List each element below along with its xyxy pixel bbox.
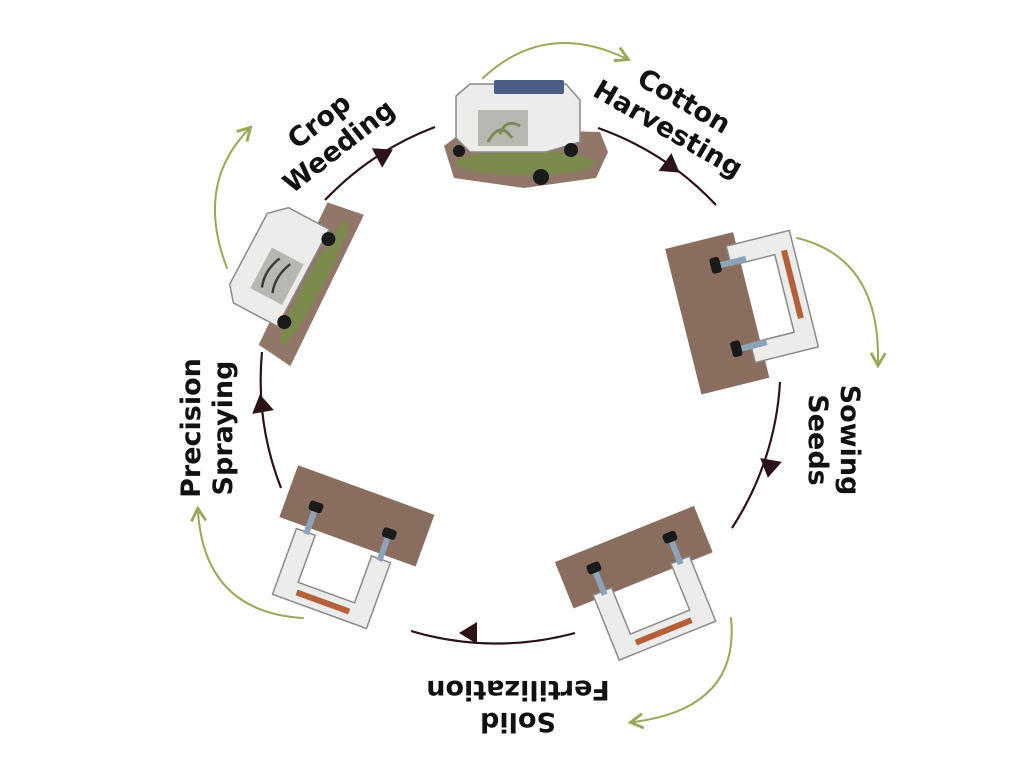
grass-patch xyxy=(455,151,595,175)
robot-arm xyxy=(738,339,768,352)
label-solid-fertilization-line2: Fertilization xyxy=(426,674,610,705)
ring-arrowheads xyxy=(252,148,782,644)
label-precision-spraying: Precision Spraying xyxy=(176,358,239,498)
cotton-plant xyxy=(486,121,521,143)
transition-arrow xyxy=(796,237,887,369)
label-crop-weeding: Crop Weeding xyxy=(277,87,401,199)
ring-arrowhead xyxy=(459,622,477,644)
robot-wheel xyxy=(662,530,678,544)
cycle-ring xyxy=(259,125,782,645)
ring-arc-harvest-to-sowing xyxy=(597,126,717,206)
frame-stripe xyxy=(295,589,351,615)
label-sowing-seeds-line1: Sowing xyxy=(834,385,865,496)
robot-arm xyxy=(303,510,318,536)
frame-stripe xyxy=(634,617,693,646)
ring-arrowhead xyxy=(760,458,782,478)
robot-wheel xyxy=(321,232,336,247)
robot-frame xyxy=(271,527,392,630)
transition-arrow xyxy=(190,505,304,619)
robot-wheel xyxy=(586,561,602,575)
frame-stripe xyxy=(781,249,804,319)
robot-frame xyxy=(725,229,820,364)
robot-wheel xyxy=(381,527,397,540)
spraying-robot-illustration xyxy=(271,465,435,630)
cotton-harvester-illustration xyxy=(444,80,608,188)
ring-arc-sowing-to-fertilization xyxy=(731,381,782,529)
sowing-robot-illustration xyxy=(665,229,820,395)
label-sowing-seeds: Sowing Seeds xyxy=(802,385,865,496)
ring-arc-spraying-to-weeding xyxy=(259,351,283,489)
transition-arrow xyxy=(627,617,733,730)
ring-arrowhead xyxy=(252,394,274,414)
solar-panel xyxy=(494,80,564,94)
weeding-robot-illustration xyxy=(228,202,364,367)
fertilization-robot-illustration xyxy=(554,505,717,662)
label-sowing-seeds-line2: Seeds xyxy=(802,394,833,485)
robot-arm xyxy=(668,540,684,566)
robot-wheel xyxy=(564,143,578,157)
ring-arrowhead xyxy=(371,148,393,168)
robot-wheel xyxy=(730,340,743,358)
robot-wheel xyxy=(277,315,292,330)
robot-arm xyxy=(718,255,747,269)
soil-strip xyxy=(665,232,770,395)
ring-arc-weeding-to-harvest xyxy=(324,125,436,201)
ring-arc-fertilization-to-spraying xyxy=(410,629,576,645)
robot-arm xyxy=(376,537,391,562)
robot-wheel xyxy=(709,256,722,274)
transition-arrow xyxy=(213,125,253,269)
grass-patch xyxy=(280,221,348,346)
transition-arrows xyxy=(190,41,887,730)
soil-strip xyxy=(279,465,435,567)
robot-opening xyxy=(250,247,304,306)
transition-arrow xyxy=(482,41,631,79)
label-solid-fertilization-line1: Solid xyxy=(480,706,556,737)
robot-wheel xyxy=(453,145,465,157)
label-solid-fertilization: Solid Fertilization xyxy=(426,674,610,737)
robot-frame xyxy=(592,555,717,662)
ring-arrowhead xyxy=(658,153,680,173)
robot-wheel xyxy=(533,169,549,185)
label-precision-spraying-line1: Precision xyxy=(176,358,207,498)
robot-detail xyxy=(260,257,291,294)
robot-wheel xyxy=(308,500,324,514)
label-precision-spraying-line2: Spraying xyxy=(208,361,239,496)
robot-arm xyxy=(592,571,608,596)
